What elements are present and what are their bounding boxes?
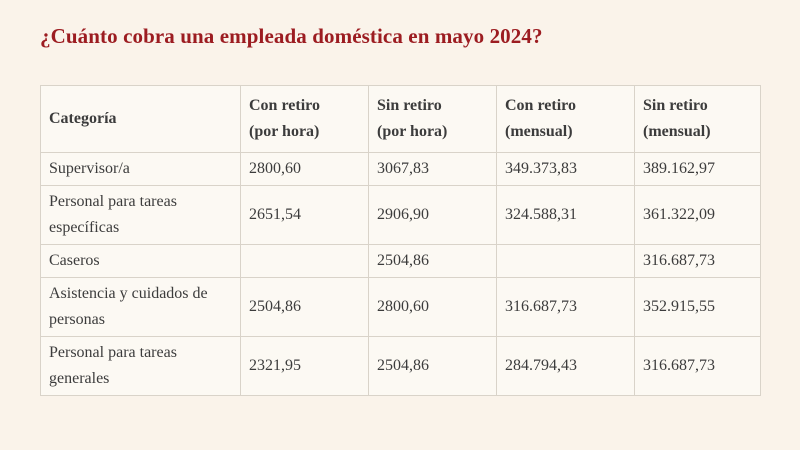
category-cell: Personal para tareas generales	[40, 336, 241, 396]
table-row-caseros: Caseros 2504,86 316.687,73	[40, 244, 761, 278]
table-body: Supervisor/a 2800,60 3067,83 349.373,83 …	[40, 152, 761, 396]
table-header: Categoría Con retiro (por hora) Sin reti…	[40, 85, 761, 153]
value-cell: 2800,60	[240, 152, 369, 186]
value-cell: 349.373,83	[496, 152, 635, 186]
header-row: Categoría Con retiro (por hora) Sin reti…	[40, 85, 761, 153]
table-row-tareas-generales: Personal para tareas generales 2321,95 2…	[40, 336, 761, 396]
value-cell: 324.588,31	[496, 185, 635, 245]
header-categoria: Categoría	[40, 85, 241, 153]
value-cell: 3067,83	[368, 152, 497, 186]
header-con-retiro-mensual: Con retiro (mensual)	[496, 85, 635, 153]
header-sin-retiro-mensual: Sin retiro (mensual)	[634, 85, 761, 153]
value-cell: 352.915,55	[634, 277, 761, 337]
page-title: ¿Cuánto cobra una empleada doméstica en …	[40, 24, 543, 48]
value-cell: 284.794,43	[496, 336, 635, 396]
value-cell: 2504,86	[368, 336, 497, 396]
value-cell: 316.687,73	[634, 244, 761, 278]
value-cell: 316.687,73	[634, 336, 761, 396]
header-sin-retiro-hora: Sin retiro (por hora)	[368, 85, 497, 153]
category-cell: Supervisor/a	[40, 152, 241, 186]
value-cell: 316.687,73	[496, 277, 635, 337]
table-row-supervisor: Supervisor/a 2800,60 3067,83 349.373,83 …	[40, 152, 761, 186]
salary-table: Categoría Con retiro (por hora) Sin reti…	[40, 85, 761, 396]
category-cell: Personal para tareas específicas	[40, 185, 241, 245]
table-row-tareas-especificas: Personal para tareas específicas 2651,54…	[40, 185, 761, 245]
value-cell: 2504,86	[240, 277, 369, 337]
category-cell: Asistencia y cuidados de personas	[40, 277, 241, 337]
value-cell	[240, 244, 369, 278]
value-cell: 2651,54	[240, 185, 369, 245]
value-cell: 2906,90	[368, 185, 497, 245]
table-row-asistencia-cuidados: Asistencia y cuidados de personas 2504,8…	[40, 277, 761, 337]
value-cell: 2321,95	[240, 336, 369, 396]
category-cell: Caseros	[40, 244, 241, 278]
value-cell	[496, 244, 635, 278]
article-card: ¿Cuánto cobra una empleada doméstica en …	[40, 24, 761, 396]
value-cell: 2800,60	[368, 277, 497, 337]
header-con-retiro-hora: Con retiro (por hora)	[240, 85, 369, 153]
value-cell: 361.322,09	[634, 185, 761, 245]
value-cell: 2504,86	[368, 244, 497, 278]
value-cell: 389.162,97	[634, 152, 761, 186]
